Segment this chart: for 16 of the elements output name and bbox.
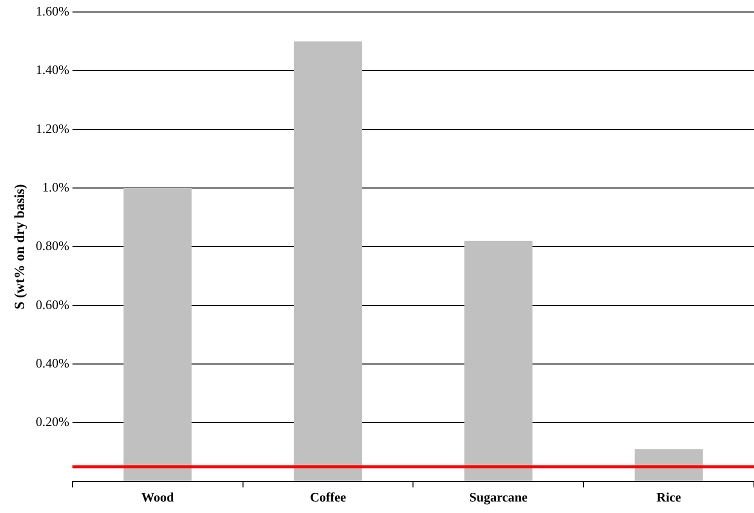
y-tick-label: 1.0% [42, 179, 70, 194]
y-tick-label: 1.40% [36, 62, 70, 78]
y-tick-label: 0.80% [36, 238, 70, 254]
y-tick-label: 0.40% [36, 355, 70, 370]
y-tick-label: 0.60% [36, 296, 70, 312]
bar [124, 188, 192, 481]
y-tick-label: 0.20% [36, 414, 70, 430]
x-tick-label: Rice [656, 490, 682, 505]
y-axis-title: S (wt% on dry basis) [13, 184, 28, 310]
bar [294, 41, 362, 481]
y-tick-label: 1.20% [36, 120, 70, 136]
x-tick-label: Sugarcane [469, 490, 528, 505]
x-tick-label: Wood [141, 490, 175, 505]
x-tick-label: Coffee [310, 490, 346, 505]
bar [464, 240, 532, 481]
y-tick-label: 1.60% [36, 3, 70, 18]
